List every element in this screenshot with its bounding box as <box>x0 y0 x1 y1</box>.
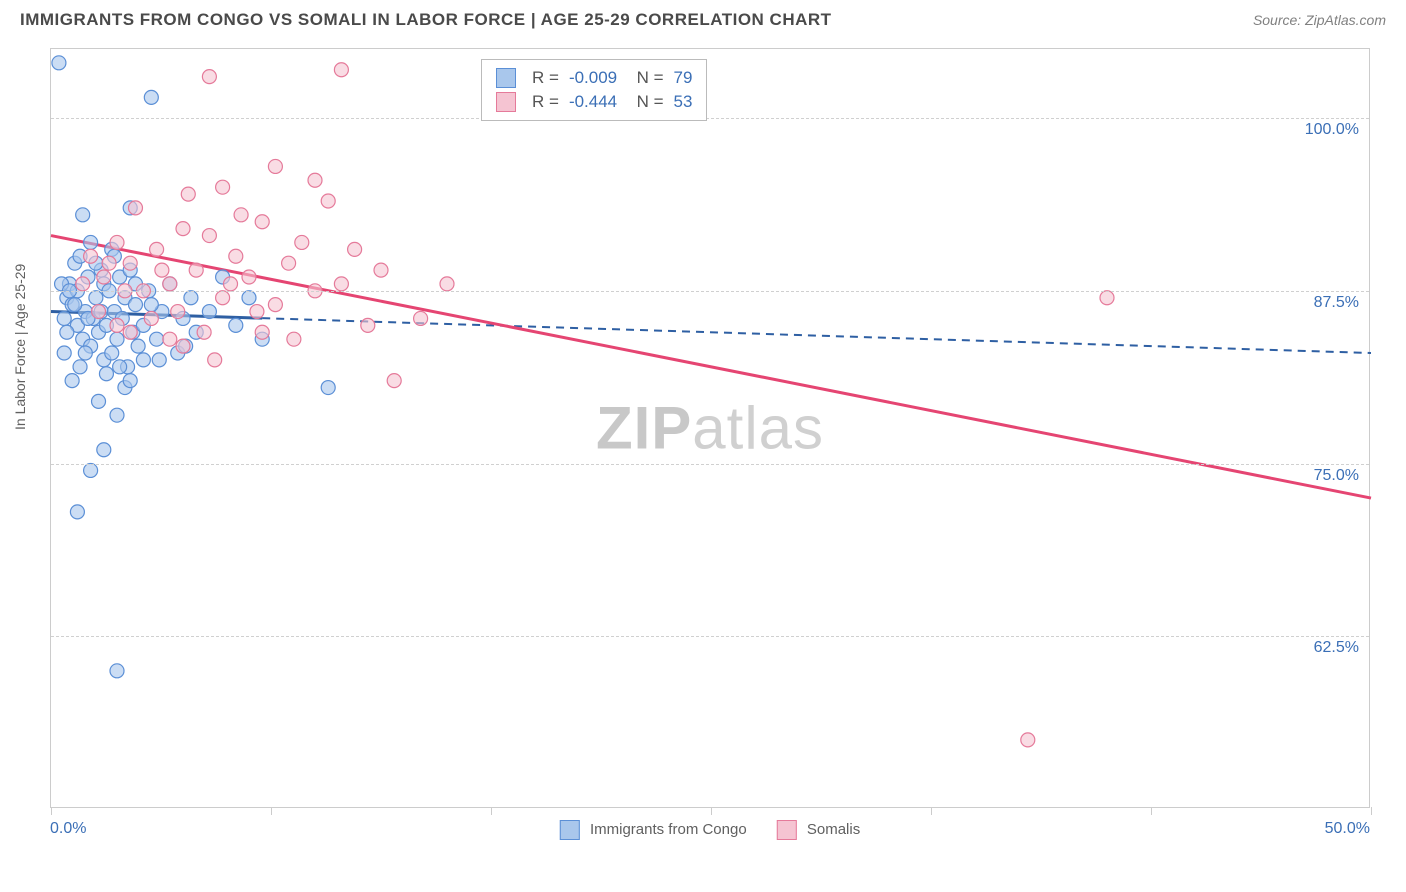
n-value-congo: 79 <box>674 68 693 88</box>
legend-item-congo: Immigrants from Congo <box>560 820 747 840</box>
x-tick <box>931 807 932 815</box>
grid-line <box>51 464 1369 465</box>
x-max-label: 50.0% <box>1325 820 1370 838</box>
source-label: Source: ZipAtlas.com <box>1253 12 1386 28</box>
legend-swatch-congo <box>496 68 516 88</box>
legend-label-somali: Somalis <box>807 821 860 838</box>
grid-line <box>51 291 1369 292</box>
n-value-somali: 53 <box>674 92 693 112</box>
title-bar: IMMIGRANTS FROM CONGO VS SOMALI IN LABOR… <box>0 0 1406 38</box>
r-value-somali: -0.444 <box>569 92 617 112</box>
x-tick <box>711 807 712 815</box>
scatter-svg <box>51 49 1369 807</box>
series-legend: Immigrants from Congo Somalis <box>560 820 860 840</box>
y-tick-label: 87.5% <box>1314 294 1359 312</box>
r-value-congo: -0.009 <box>569 68 617 88</box>
legend-swatch-congo-icon <box>560 820 580 840</box>
n-label: N = <box>627 68 663 88</box>
grid-line <box>51 636 1369 637</box>
x-tick <box>1151 807 1152 815</box>
x-tick <box>271 807 272 815</box>
legend-swatch-somali-icon <box>777 820 797 840</box>
x-tick <box>51 807 52 815</box>
y-tick-label: 62.5% <box>1314 639 1359 657</box>
correlation-legend: R = -0.009 N = 79 R = -0.444 N = 53 <box>481 59 707 121</box>
x-axis-labels: 0.0% Immigrants from Congo Somalis 50.0% <box>50 820 1370 850</box>
legend-label-congo: Immigrants from Congo <box>590 821 747 838</box>
legend-swatch-somali <box>496 92 516 112</box>
x-min-label: 0.0% <box>50 820 86 838</box>
y-axis-label: In Labor Force | Age 25-29 <box>12 264 28 430</box>
plot-area: ZIPatlas R = -0.009 N = 79 R = -0.444 N … <box>50 48 1370 808</box>
grid-line <box>51 118 1369 119</box>
legend-item-somali: Somalis <box>777 820 861 840</box>
r-label: R = <box>532 92 559 112</box>
legend-row-somali: R = -0.444 N = 53 <box>496 90 692 114</box>
r-label: R = <box>532 68 559 88</box>
y-tick-label: 100.0% <box>1305 121 1359 139</box>
n-label: N = <box>627 92 663 112</box>
x-tick <box>491 807 492 815</box>
chart-title: IMMIGRANTS FROM CONGO VS SOMALI IN LABOR… <box>20 10 832 30</box>
chart-container: IMMIGRANTS FROM CONGO VS SOMALI IN LABOR… <box>0 0 1406 892</box>
x-tick <box>1371 807 1372 815</box>
y-tick-label: 75.0% <box>1314 467 1359 485</box>
legend-row-congo: R = -0.009 N = 79 <box>496 66 692 90</box>
